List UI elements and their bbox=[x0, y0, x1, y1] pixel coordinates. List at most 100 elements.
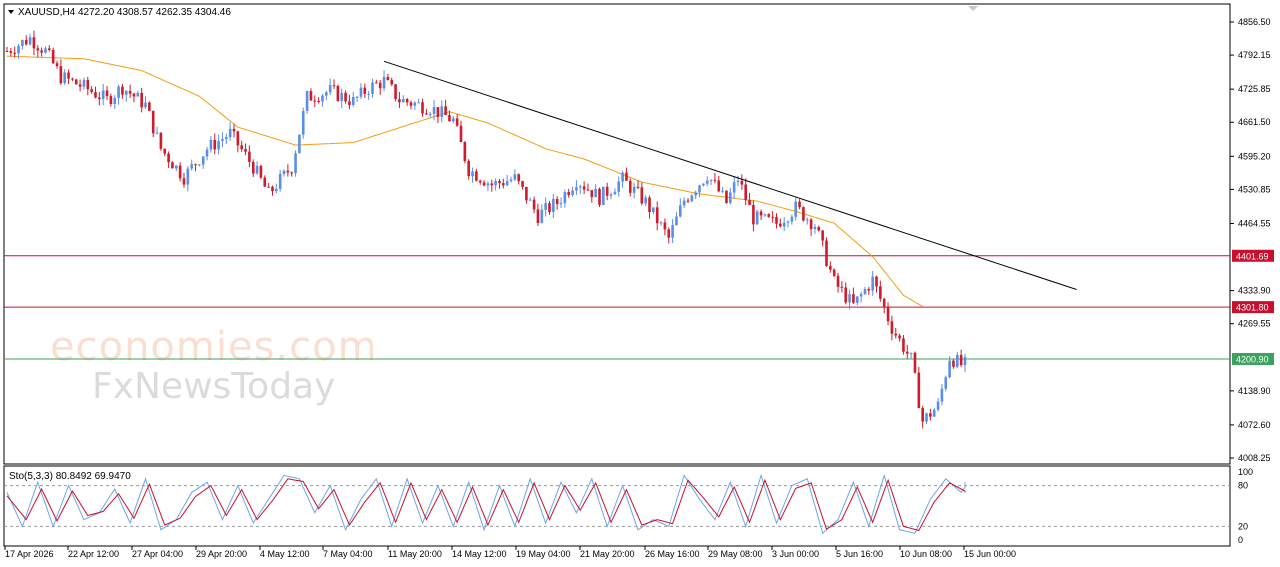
candle bbox=[590, 190, 594, 203]
candle bbox=[451, 115, 455, 124]
candle bbox=[671, 219, 674, 244]
candle bbox=[798, 199, 801, 210]
candle bbox=[690, 194, 694, 203]
candle bbox=[309, 88, 313, 101]
candle bbox=[198, 164, 201, 167]
candle bbox=[163, 148, 167, 157]
candle bbox=[367, 91, 370, 100]
candle bbox=[855, 296, 859, 306]
candle bbox=[28, 33, 32, 46]
candle bbox=[244, 143, 247, 156]
candle bbox=[271, 185, 274, 196]
candle bbox=[794, 197, 798, 221]
price-tick-label: 4595.20 bbox=[1238, 151, 1271, 161]
dropdown-triangle-icon[interactable] bbox=[8, 10, 14, 14]
candle bbox=[767, 213, 771, 218]
candle bbox=[698, 184, 701, 198]
candle bbox=[351, 91, 355, 107]
candle bbox=[378, 80, 382, 95]
candle bbox=[232, 124, 236, 138]
stoch-d-line[interactable] bbox=[6, 478, 966, 532]
candle bbox=[721, 186, 724, 194]
time-tick-label: 5 Jun 16:00 bbox=[836, 549, 883, 559]
candle bbox=[532, 196, 536, 214]
candle bbox=[632, 182, 636, 199]
candle bbox=[552, 194, 555, 219]
candle bbox=[382, 70, 386, 92]
candle bbox=[151, 110, 155, 138]
candle bbox=[821, 229, 824, 247]
candle bbox=[463, 141, 467, 164]
stoch-panel[interactable] bbox=[3, 465, 1231, 547]
candle bbox=[440, 100, 444, 123]
candle bbox=[663, 218, 667, 236]
candle bbox=[817, 225, 821, 232]
candle bbox=[609, 192, 613, 200]
candle bbox=[286, 164, 290, 177]
watermark-fxnewstoday: FxNewsToday bbox=[92, 366, 335, 407]
candle bbox=[432, 100, 436, 121]
candle bbox=[167, 151, 170, 168]
candle bbox=[548, 201, 551, 215]
symbol-label: XAUUSD,H4 bbox=[18, 7, 76, 18]
candle bbox=[932, 407, 936, 417]
candle bbox=[40, 47, 43, 57]
candle bbox=[563, 189, 567, 208]
candle bbox=[705, 176, 709, 187]
candle bbox=[194, 163, 197, 172]
time-tick-label: 10 Jun 08:00 bbox=[900, 549, 952, 559]
candle bbox=[386, 73, 390, 81]
candle bbox=[394, 84, 397, 102]
candle bbox=[525, 186, 528, 204]
candle bbox=[536, 203, 540, 227]
candle bbox=[86, 76, 90, 96]
candle bbox=[732, 176, 736, 199]
candle bbox=[675, 212, 678, 226]
ma-line[interactable] bbox=[6, 55, 923, 307]
candle bbox=[686, 197, 690, 204]
candle bbox=[371, 78, 374, 98]
candle bbox=[267, 182, 270, 188]
time-tick-label: 19 May 04:00 bbox=[516, 549, 571, 559]
trendline[interactable] bbox=[383, 60, 1077, 291]
candle bbox=[867, 286, 871, 296]
candle bbox=[228, 122, 232, 142]
level-tag-1 bbox=[1232, 301, 1274, 314]
candle bbox=[786, 220, 790, 228]
candle bbox=[48, 45, 51, 52]
time-tick-label: 4 May 12:00 bbox=[260, 549, 310, 559]
candle bbox=[217, 134, 220, 155]
candle bbox=[325, 90, 328, 101]
candle bbox=[398, 92, 401, 109]
candle bbox=[148, 101, 151, 112]
candle bbox=[90, 86, 93, 94]
time-tick-label: 29 May 08:00 bbox=[708, 549, 763, 559]
candle bbox=[344, 90, 347, 104]
level-tag-2 bbox=[1232, 352, 1274, 365]
candle bbox=[640, 182, 644, 206]
candle bbox=[74, 78, 78, 85]
time-axis: 17 Apr 2026 22 Apr 12:00 27 Apr 04:00 29 Ap… bbox=[4, 546, 1016, 559]
scroll-shift-marker-icon[interactable] bbox=[968, 6, 978, 11]
candle bbox=[340, 88, 344, 108]
candle bbox=[405, 97, 409, 106]
candle bbox=[555, 196, 559, 210]
level-tag-label-1: 4301.80 bbox=[1236, 303, 1269, 313]
candle bbox=[521, 180, 524, 190]
candle bbox=[813, 224, 817, 234]
candle bbox=[759, 209, 763, 221]
candle bbox=[652, 207, 655, 215]
candle bbox=[190, 159, 193, 171]
candle bbox=[467, 159, 470, 180]
candle bbox=[694, 190, 697, 200]
candle bbox=[32, 30, 36, 56]
price-tick-label: 4333.90 bbox=[1238, 286, 1271, 296]
candle bbox=[578, 184, 582, 195]
candle bbox=[159, 132, 163, 151]
price-panel[interactable] bbox=[3, 3, 1231, 465]
time-tick-label: 14 May 12:00 bbox=[452, 549, 507, 559]
candle bbox=[201, 156, 205, 169]
candle bbox=[613, 188, 617, 195]
candle bbox=[425, 108, 428, 115]
